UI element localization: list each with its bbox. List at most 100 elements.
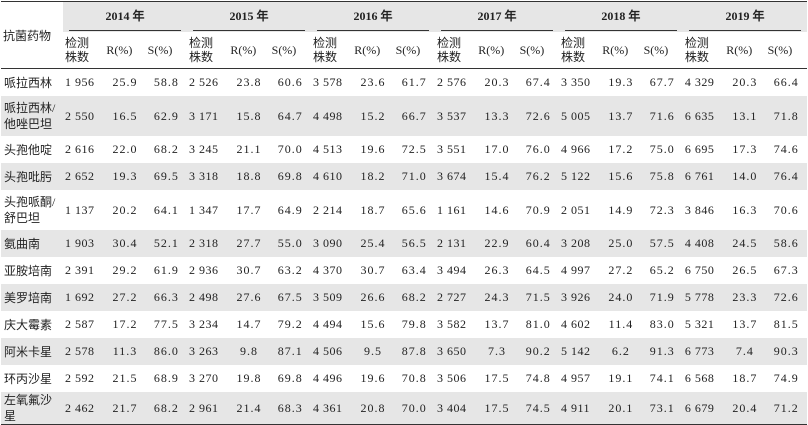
count-cell: 4 370: [312, 263, 343, 277]
year-label: 2019 年: [688, 3, 801, 31]
resistance-cell: 29.2: [112, 263, 138, 277]
susceptible-cell: 58.6: [765, 230, 807, 257]
count-cell: 2 391: [65, 263, 95, 277]
table-row: 哌拉西林/他唑巴坦 2 550 16.5 62.9 3 171 15.8 64.7 4 498…: [1, 96, 807, 136]
count-cell: 2 587: [65, 317, 95, 331]
resistance-cell: 30.4: [104, 230, 146, 257]
susceptible-cell: 70.9: [525, 202, 551, 217]
count-cell: 3 494: [436, 263, 467, 277]
count-cell: 4 329: [684, 75, 715, 89]
susceptible-cell: 68.2: [393, 284, 435, 311]
count-cell: 2 462: [63, 392, 105, 425]
resistance-cell: 23.6: [360, 75, 386, 89]
table-row: 美罗培南 1 692 27.2 66.3 2 498 27.6 67.5 3 509 26.6 6…: [1, 284, 807, 311]
count-cell: 3 537: [434, 96, 477, 136]
resistance-cell: 15.4: [476, 163, 518, 190]
subheader-row: 检测株数 R(%) S(%) 检测株数 R(%) S(%) 检测株数 R(%) S(%) 检测株数…: [1, 32, 807, 69]
count-cell: 3 650: [434, 338, 477, 365]
count-cell: 4 513: [312, 142, 343, 156]
subheader: 检测株数: [310, 32, 353, 69]
susceptible-cell: 64.9: [277, 202, 303, 217]
count-cell: 2 961: [186, 392, 229, 425]
table-row: 左氧氟沙星 2 462 21.7 68.2 2 961 21.4 68.3 4 361 20.8…: [1, 392, 807, 425]
susceptible-cell: 67.3: [773, 263, 799, 277]
subheader: 检测株数: [558, 32, 601, 69]
resistance-cell: 18.8: [228, 163, 270, 190]
resistance-cell: 20.3: [484, 75, 510, 89]
susceptible-cell: 58.8: [153, 75, 179, 89]
resistance-cell: 25.4: [352, 230, 394, 257]
count-cell: 2 550: [63, 96, 105, 136]
count-cell: 1 161: [436, 202, 467, 217]
count-cell: 4 602: [560, 317, 591, 331]
count-cell: 1 956: [65, 75, 95, 89]
drug-name: 头孢他啶: [4, 142, 53, 157]
drug-name: 阿米卡星: [1, 338, 63, 365]
count-cell: 6 761: [682, 163, 725, 190]
count-cell: 3 234: [188, 317, 219, 331]
count-cell: 3 318: [186, 163, 229, 190]
susceptible-cell: 71.6: [641, 96, 683, 136]
subheader-label: R(%): [726, 42, 753, 57]
resistance-cell: 16.3: [732, 202, 758, 217]
year-header: 2018 年: [558, 1, 683, 32]
count-cell: 4 506: [310, 338, 353, 365]
count-cell: 2 131: [434, 230, 477, 257]
resistance-cell: 9.5: [352, 338, 394, 365]
susceptible-cell: 71.2: [765, 392, 807, 425]
table-body: 哌拉西林 1 956 25.9 58.8 2 526 23.8 60.6 3 578 23.6 6…: [1, 69, 807, 425]
susceptible-cell: 66.7: [393, 96, 435, 136]
count-cell: 6 773: [682, 338, 725, 365]
count-cell: 2 592: [65, 371, 95, 385]
susceptible-cell: 70.8: [401, 371, 427, 385]
subheader-label: S(%): [271, 42, 297, 57]
resistance-cell: 14.0: [724, 163, 766, 190]
susceptible-cell: 66.3: [145, 284, 187, 311]
subheader: R(%): [352, 32, 394, 69]
count-cell: 2 652: [63, 163, 105, 190]
subheader-label: R(%): [230, 42, 257, 57]
resistance-cell: 20.8: [352, 392, 394, 425]
resistance-cell: 26.3: [484, 263, 510, 277]
susceptible-cell: 60.4: [517, 230, 559, 257]
subheader: R(%): [724, 32, 766, 69]
count-cell: 3 551: [436, 142, 467, 156]
resistance-cell: 19.6: [360, 371, 386, 385]
susceptible-cell: 62.9: [145, 96, 187, 136]
count-cell: 5 122: [558, 163, 601, 190]
subheader-label: 检测株数: [684, 35, 709, 64]
susceptible-cell: 67.7: [649, 75, 675, 89]
subheader: S(%): [765, 32, 807, 69]
drug-name: 氨曲南: [1, 230, 63, 257]
resistance-cell: 17.2: [112, 317, 138, 331]
drug-name: 头孢哌酮/舒巴坦: [4, 195, 56, 225]
drug-name: 头孢吡肟: [1, 163, 63, 190]
year-header: 2019 年: [682, 1, 807, 32]
year-label: 2015 年: [192, 3, 305, 31]
year-label: 2014 年: [69, 3, 181, 31]
table-row: 哌拉西林 1 956 25.9 58.8 2 526 23.8 60.6 3 578 23.6 6…: [1, 69, 807, 97]
year-header: 2015 年: [186, 1, 311, 32]
count-cell: 4 966: [560, 142, 591, 156]
susceptible-cell: 76.2: [517, 163, 559, 190]
susceptible-cell: 71.9: [641, 284, 683, 311]
susceptible-cell: 70.6: [773, 202, 799, 217]
susceptible-cell: 68.9: [153, 371, 179, 385]
count-cell: 4 610: [310, 163, 353, 190]
resistance-cell: 23.8: [236, 75, 262, 89]
drug-name: 哌拉西林/他唑巴坦: [1, 96, 63, 136]
susceptible-cell: 52.1: [145, 230, 187, 257]
subheader-label: 检测株数: [436, 35, 461, 64]
resistance-cell: 19.1: [608, 371, 634, 385]
resistance-cell: 20.2: [112, 202, 138, 217]
susceptible-cell: 64.7: [269, 96, 311, 136]
table-row: 氨曲南 1 903 30.4 52.1 2 318 27.7 55.0 3 090 25.4 56…: [1, 230, 807, 257]
year-label: 2017 年: [440, 3, 553, 31]
susceptible-cell: 61.7: [401, 75, 427, 89]
susceptible-cell: 71.8: [765, 96, 807, 136]
susceptible-cell: 72.6: [517, 96, 559, 136]
susceptible-cell: 87.8: [393, 338, 435, 365]
resistance-cell: 13.7: [732, 317, 758, 331]
susceptible-cell: 90.3: [765, 338, 807, 365]
subheader-label: R(%): [602, 42, 629, 57]
